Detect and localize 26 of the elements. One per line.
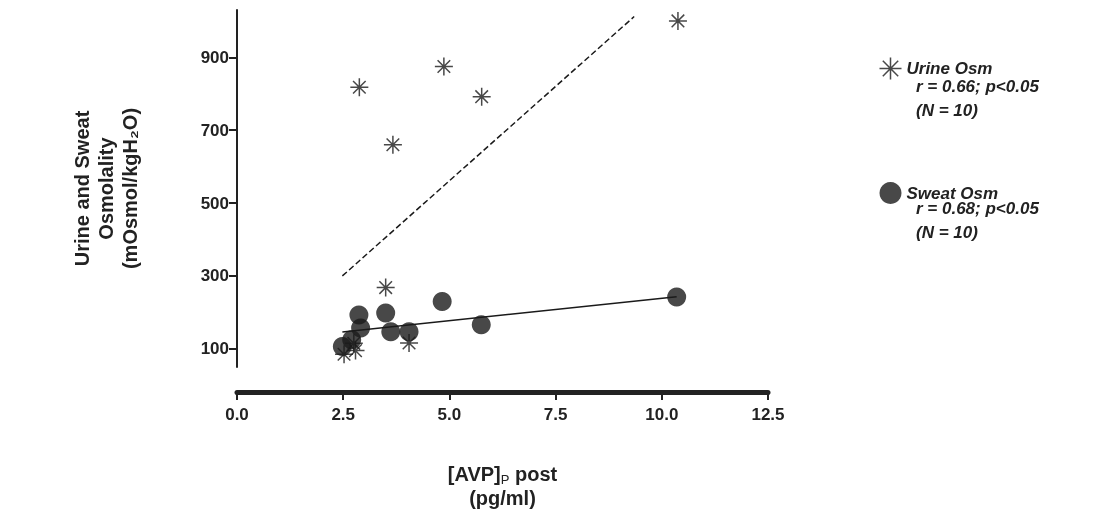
x-tick-label: 2.5	[331, 405, 356, 424]
point	[667, 287, 687, 307]
x-tick-label: 7.5	[543, 405, 568, 424]
x-tick-label: 10.0	[645, 405, 679, 424]
x-tick-label: 12.5	[751, 405, 785, 424]
point	[432, 291, 452, 311]
point	[471, 86, 492, 107]
point	[376, 303, 396, 323]
y-tick-label: 500	[200, 193, 229, 213]
y-tick-label: 900	[200, 47, 229, 67]
point	[375, 277, 396, 298]
y-axis-title: Urine and Sweat Osmolality (mOsmol/kgH₂O)	[71, 107, 141, 270]
point	[399, 322, 419, 342]
point	[668, 11, 688, 31]
point	[471, 315, 491, 335]
y-tick-label: 700	[200, 120, 229, 140]
point	[383, 135, 403, 155]
point	[349, 77, 370, 97]
x-tick-label: 0.0	[225, 405, 249, 424]
point	[381, 322, 401, 342]
x-tick-label: 5.0	[437, 405, 462, 424]
legend-label: Urine Osm	[906, 59, 993, 78]
y-tick-label: 300	[200, 266, 229, 286]
text: r = 0.66; p<0.05 (N = 10)	[916, 76, 1040, 120]
y-tick-label: 100	[200, 339, 229, 359]
point	[434, 56, 454, 77]
